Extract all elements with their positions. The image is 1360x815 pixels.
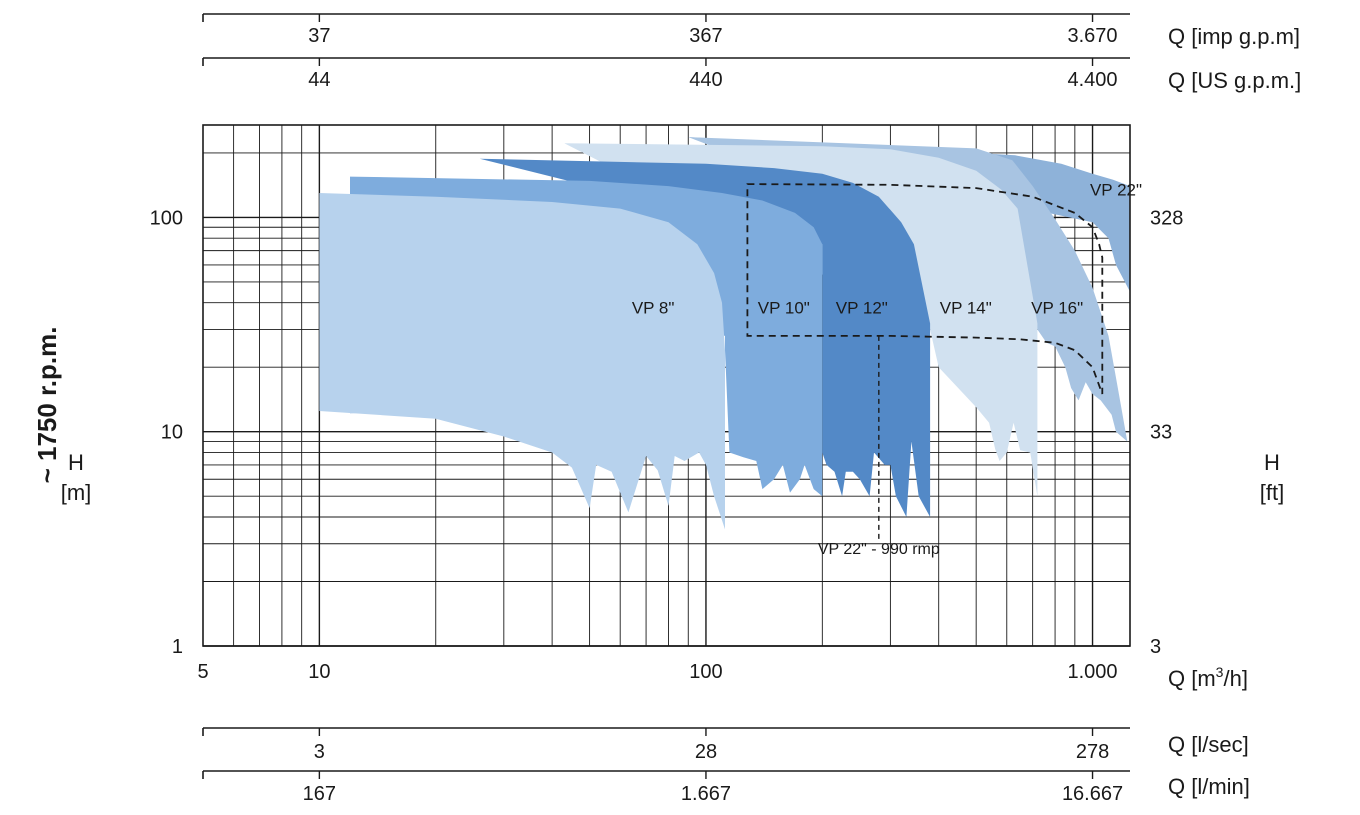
series-area	[564, 143, 1038, 497]
y-tick-label: 10	[161, 422, 183, 444]
frame-layer	[202, 124, 1131, 647]
series-label: VP 14"	[940, 298, 992, 317]
label-layer: VP 22" VP 16" VP 14" VP 12" VP 10" VP 8" VP 22…	[150, 181, 1184, 683]
x-axis-label-prefix: Q [m	[1168, 666, 1216, 691]
y-right-tick-label: 33	[1150, 422, 1172, 444]
secondary-axis-tick-label: 28	[695, 741, 717, 763]
speed-label: ~ 1750 r.p.m.	[32, 327, 62, 484]
secondary-axis-label: Q [US g.p.m.]	[1168, 68, 1301, 93]
y-axis-right-label-unit: [ft]	[1260, 480, 1284, 505]
x-tick-label: 10	[308, 661, 330, 683]
boundary-dashed-outline	[746, 183, 1104, 395]
boundary-layer	[746, 183, 1104, 541]
x-tick-label: 5	[197, 661, 208, 683]
secondary-axis-tick-label: 367	[689, 25, 722, 47]
secondary-axis-tick-label: 278	[1076, 741, 1109, 763]
secondary-axis-tick-label: 16.667	[1062, 783, 1123, 805]
secondary-axis-tick-label: 37	[308, 25, 330, 47]
x-axis-label-suffix: /h]	[1223, 666, 1247, 691]
secondary-axis-label: Q [l/sec]	[1168, 732, 1249, 757]
series-label: VP 16"	[1031, 298, 1083, 317]
y-axis-label-unit: [m]	[61, 480, 92, 505]
series-area	[479, 158, 931, 517]
secondary-axis-label: Q [imp g.p.m]	[1168, 24, 1300, 49]
y-tick-label: 1	[172, 636, 183, 658]
secondary-axis-tick-label: 44	[308, 69, 330, 91]
y-axis-right-label-name: H	[1264, 450, 1280, 475]
series-area	[319, 193, 725, 530]
y-right-tick-label: 3	[1150, 636, 1161, 658]
boundary-note-label: VP 22" - 990 rmp	[818, 541, 940, 558]
x-tick-label: 1.000	[1068, 661, 1118, 683]
secondary-axis-label: Q [l/min]	[1168, 774, 1250, 799]
series-area-layer	[319, 137, 1130, 530]
secondary-axis-tick-label: 3	[314, 741, 325, 763]
secondary-axis-tick-label: 167	[303, 783, 336, 805]
secondary-axis-tick-label: 4.400	[1068, 69, 1118, 91]
y-axis-label-name: H	[68, 450, 84, 475]
y-right-tick-label: 328	[1150, 207, 1183, 229]
x-axis-label-sup: 3	[1216, 664, 1224, 680]
plot-frame	[202, 124, 1131, 647]
secondary-axis-tick-label: 440	[689, 69, 722, 91]
series-label: VP 22"	[1090, 181, 1142, 200]
secondary-axis-tick-label: 3.670	[1068, 25, 1118, 47]
x-axis-label: Q [m3/h]	[1168, 664, 1248, 691]
series-label: VP 12"	[836, 298, 888, 317]
series-label: VP 8"	[632, 298, 675, 317]
secondary-axes-layer: 37 367 3.670 Q [imp g.p.m] 44 440 4.400 Q [US g…	[202, 13, 1301, 805]
y-tick-label: 100	[150, 207, 183, 229]
secondary-axis-tick-label: 1.667	[681, 783, 731, 805]
series-label: VP 10"	[758, 298, 810, 317]
x-tick-label: 100	[689, 661, 722, 683]
